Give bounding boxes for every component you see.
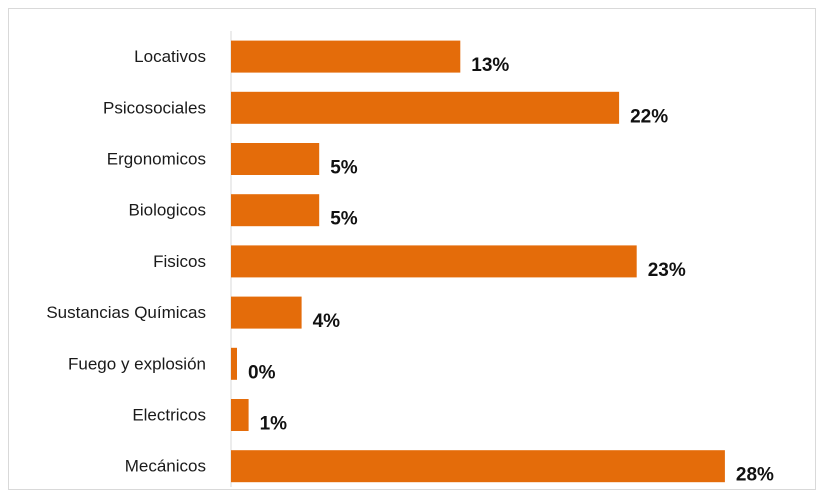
bar	[231, 296, 302, 329]
data-label: 28%	[736, 465, 774, 486]
category-label: Fisicos	[153, 252, 206, 271]
data-label: 13%	[471, 55, 509, 76]
category-label: Biologicos	[129, 201, 207, 220]
bar	[231, 450, 725, 483]
category-label: Fuego y explosión	[68, 354, 206, 373]
category-label: Ergonomicos	[107, 150, 206, 169]
category-label: Psicosociales	[103, 98, 206, 117]
data-label: 4%	[313, 311, 341, 332]
bar	[231, 347, 237, 380]
category-label: Electricos	[132, 406, 206, 425]
bar	[231, 399, 249, 431]
data-label: 22%	[630, 106, 668, 127]
bars	[231, 40, 725, 483]
bar	[231, 245, 637, 278]
bar	[231, 194, 320, 227]
data-label: 5%	[330, 209, 358, 230]
bar	[231, 91, 620, 124]
bar	[231, 143, 320, 175]
bar	[231, 40, 461, 73]
data-labels: 13% 22% 5% 5% 23% 4% 0% 1% 28%	[248, 55, 774, 486]
data-label: 0%	[248, 362, 276, 383]
category-label: Mecánicos	[125, 457, 206, 476]
data-label: 1%	[260, 414, 288, 435]
data-label: 5%	[330, 158, 358, 179]
category-label: Sustancias Químicas	[46, 303, 206, 322]
data-label: 23%	[648, 260, 686, 281]
category-labels: Locativos Psicosociales Ergonomicos Biologi…	[46, 47, 206, 476]
category-label: Locativos	[134, 47, 206, 66]
